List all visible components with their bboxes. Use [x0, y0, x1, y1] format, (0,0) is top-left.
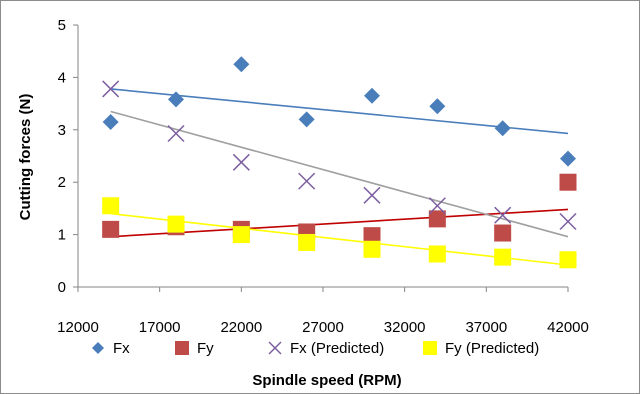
y-tick-label: 1: [58, 227, 66, 244]
point-series-3: [102, 197, 120, 215]
legend-item: Fy: [175, 340, 214, 357]
legend-marker: [92, 342, 104, 354]
y-tick-label: 5: [58, 17, 66, 34]
point-series-2: [494, 206, 512, 224]
point-series-2: [102, 80, 120, 98]
point-series-3: [428, 245, 446, 263]
legend: Fx Fy Fx (Predicted) Fy (Predicted): [92, 340, 539, 357]
point-series-2: [167, 124, 185, 142]
y-tick-label: 0: [58, 279, 66, 296]
point-series-3: [559, 251, 577, 269]
legend-item: Fx (Predicted): [268, 340, 384, 357]
y-tick-label: 4: [58, 69, 66, 86]
point-series-0: [560, 150, 576, 167]
point-series-0: [168, 91, 184, 108]
point-series-2: [232, 153, 250, 171]
point-series-3: [167, 215, 185, 233]
point-series-2: [559, 212, 577, 231]
point-series-1: [102, 220, 120, 238]
point-series-3: [363, 240, 381, 258]
legend-marker: [175, 341, 189, 355]
legend-label: Fy: [197, 340, 214, 357]
point-series-3: [298, 233, 316, 251]
point-series-1: [363, 227, 381, 245]
point-series-2: [428, 197, 446, 215]
point-series-3: [494, 248, 512, 266]
trendline-series-2: [110, 110, 569, 238]
trendline-series-0: [110, 88, 569, 135]
x-axis-title: Spindle speed (RPM): [252, 372, 401, 389]
axes: [73, 24, 569, 292]
point-series-0: [233, 56, 250, 73]
x-tick-label: 22000: [220, 319, 262, 336]
x-tick-label: 32000: [384, 319, 426, 336]
y-tick-label: 2: [58, 174, 66, 191]
trendline-series-1: [110, 208, 569, 238]
x-tick-label: 17000: [139, 319, 181, 336]
point-series-0: [364, 87, 380, 104]
point-series-3: [232, 226, 250, 244]
point-series-1: [494, 224, 512, 242]
point-series-2: [363, 186, 381, 204]
x-tick-label: 37000: [465, 319, 507, 336]
legend-marker: [423, 341, 437, 355]
point-series-1: [559, 173, 577, 191]
point-series-0: [494, 120, 511, 137]
y-axis-title: Cutting forces (N): [17, 94, 34, 221]
legend-label: Fx (Predicted): [290, 340, 384, 357]
point-series-0: [429, 98, 446, 115]
y-tick-label: 3: [58, 122, 66, 139]
data-points: [102, 56, 577, 269]
point-series-0: [298, 111, 315, 128]
legend-marker: [268, 341, 282, 355]
legend-item: Fy (Predicted): [423, 340, 539, 357]
point-series-2: [298, 172, 316, 190]
x-tick-label: 42000: [547, 319, 589, 336]
x-tick-label: 27000: [302, 319, 344, 336]
legend-item: Fx: [92, 340, 130, 357]
x-tick-label: 12000: [57, 319, 99, 336]
point-series-0: [102, 113, 119, 130]
point-series-1: [428, 210, 446, 228]
trendline-series-3: [110, 212, 569, 266]
legend-label: Fy (Predicted): [445, 340, 539, 357]
tick-labels: 0 1 2 3 4 5 12000 17000 22000 27000 32000 37000 4200…: [57, 17, 589, 336]
legend-label: Fx: [113, 340, 130, 357]
trendlines: [110, 88, 569, 266]
